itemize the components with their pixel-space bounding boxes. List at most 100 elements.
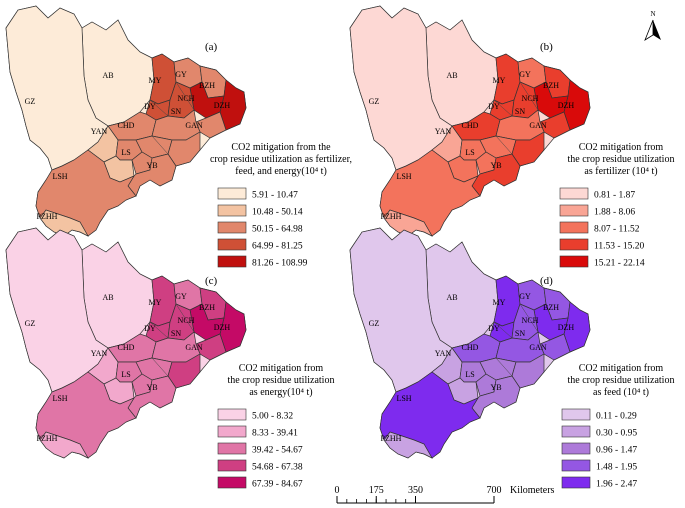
- boundary-line: [493, 321, 513, 339]
- city-label-bzh: BZH: [199, 303, 215, 312]
- panel-tag: (d): [540, 275, 553, 287]
- city-label-ab: AB: [102, 71, 113, 80]
- legend-title-line: crop residue utilization as fertilizer,: [210, 154, 352, 165]
- boundary-line: [175, 81, 195, 111]
- legend-swatch: [561, 476, 591, 489]
- city-label-dy: DY: [144, 324, 156, 333]
- region-pzhh: [39, 431, 89, 459]
- legend-title-line: the crop residue utilization: [228, 375, 335, 386]
- city-label-my: MY: [149, 298, 162, 307]
- boundary-line: [151, 135, 169, 155]
- region-nch: [533, 81, 569, 119]
- legend-class-label: 0.81 - 1.87: [594, 191, 635, 201]
- city-label-dy: DY: [488, 102, 500, 111]
- panel-tag: (a): [205, 41, 218, 53]
- north-label: N: [650, 10, 655, 18]
- legend-swatch: [217, 238, 247, 251]
- city-label-yb: YB: [146, 383, 157, 392]
- city-label-yb: YB: [490, 161, 501, 170]
- panel-tag: (b): [540, 41, 553, 53]
- city-label-gan: GAN: [529, 121, 547, 130]
- city-label-my: MY: [149, 76, 162, 85]
- city-label-yan: YAN: [91, 349, 108, 358]
- city-label-chd: CHD: [118, 121, 135, 130]
- city-label-yan: YAN: [91, 127, 108, 136]
- city-label-lsh: LSH: [52, 394, 67, 403]
- city-label-ls: LS: [465, 148, 474, 157]
- city-label-gy: GY: [519, 70, 531, 79]
- legend-swatch: [561, 425, 591, 438]
- boundary-line: [185, 353, 201, 363]
- boundary-line: [151, 357, 169, 377]
- legend-class-label: 1.96 - 2.47: [596, 480, 637, 490]
- legend-class-label: 1.88 - 8.06: [594, 208, 635, 218]
- legend-class-label: 15.21 - 22.14: [594, 259, 645, 269]
- legend-class-label: 54.68 - 67.38: [252, 463, 303, 473]
- legend-swatch: [559, 238, 589, 251]
- legend-title-line: as energy(10⁴ t): [249, 387, 312, 398]
- legend-swatch: [561, 442, 591, 455]
- legend-class-label: 1.48 - 1.95: [596, 463, 637, 473]
- legend-swatch: [217, 425, 247, 438]
- city-label-bzh: BZH: [199, 81, 215, 90]
- region-nch: [189, 303, 225, 341]
- region-pzhh: [383, 209, 433, 237]
- city-label-dzh: DZH: [214, 323, 231, 332]
- boundary-line: [115, 139, 119, 157]
- legend-class-label: 10.48 - 50.14: [252, 208, 303, 218]
- city-label-sn: SN: [515, 107, 525, 116]
- scale-tick-label: 700: [487, 485, 502, 496]
- boundary-line: [519, 303, 539, 333]
- city-label-ab: AB: [446, 71, 457, 80]
- map-panel-d: AB GZ GY BZH MY NCH DZH DY CHD SN GAN YAN LS YB LSH PZH…: [349, 227, 675, 490]
- city-label-my: MY: [493, 76, 506, 85]
- legend-class-label: 8.33 - 39.41: [252, 429, 298, 439]
- legend-swatch: [217, 204, 247, 217]
- city-label-nch: NCH: [178, 94, 195, 103]
- city-label-gy: GY: [175, 70, 187, 79]
- city-label-ab: AB: [102, 293, 113, 302]
- legend-title-line: CO2 mitigation from: [239, 363, 324, 374]
- city-label-nch: NCH: [178, 316, 195, 325]
- legend-swatch: [217, 476, 247, 489]
- legend-class-label: 0.96 - 1.47: [596, 446, 637, 456]
- city-label-sn: SN: [515, 329, 525, 338]
- boundary-line: [149, 321, 169, 339]
- city-label-bzh: BZH: [543, 303, 559, 312]
- legend-title-line: the crop residue utilization: [568, 375, 675, 386]
- city-label-gz: GZ: [25, 319, 36, 328]
- city-label-gan: GAN: [185, 121, 203, 130]
- boundary-line: [493, 99, 513, 117]
- legend-swatch: [217, 408, 247, 421]
- scale-tick-label: 350: [408, 485, 423, 496]
- boundary-line: [185, 131, 201, 141]
- city-label-gz: GZ: [369, 97, 380, 106]
- scale-tick-label: 175: [369, 485, 384, 496]
- city-label-sn: SN: [171, 329, 181, 338]
- city-label-pzhh: PZHH: [37, 212, 58, 221]
- city-label-pzhh: PZHH: [37, 434, 58, 443]
- city-label-gz: GZ: [25, 97, 36, 106]
- scale-bar: 0 175 350 700 Kilometers: [335, 485, 555, 504]
- boundary-line: [529, 131, 545, 141]
- city-label-gz: GZ: [369, 319, 380, 328]
- city-label-gy: GY: [519, 292, 531, 301]
- boundary-line: [149, 99, 169, 117]
- legend-title-line: feed, and energy(10⁴ t): [235, 166, 327, 177]
- map-panel-a: AB GZ GY BZH MY NCH DZH DY CHD SN GAN YAN LS YB LSH PZH…: [5, 5, 352, 269]
- city-label-sn: SN: [171, 107, 181, 116]
- city-label-gan: GAN: [529, 343, 547, 352]
- city-label-nch: NCH: [522, 316, 539, 325]
- legend-swatch: [217, 255, 247, 268]
- city-label-lsh: LSH: [396, 172, 411, 181]
- boundary-line: [115, 361, 119, 379]
- boundary-line: [459, 361, 463, 379]
- legend-class-label: 64.99 - 81.25: [252, 242, 303, 252]
- city-label-chd: CHD: [118, 343, 135, 352]
- scale-unit-label: Kilometers: [510, 485, 555, 496]
- legend-class-label: 39.42 - 54.67: [252, 446, 303, 456]
